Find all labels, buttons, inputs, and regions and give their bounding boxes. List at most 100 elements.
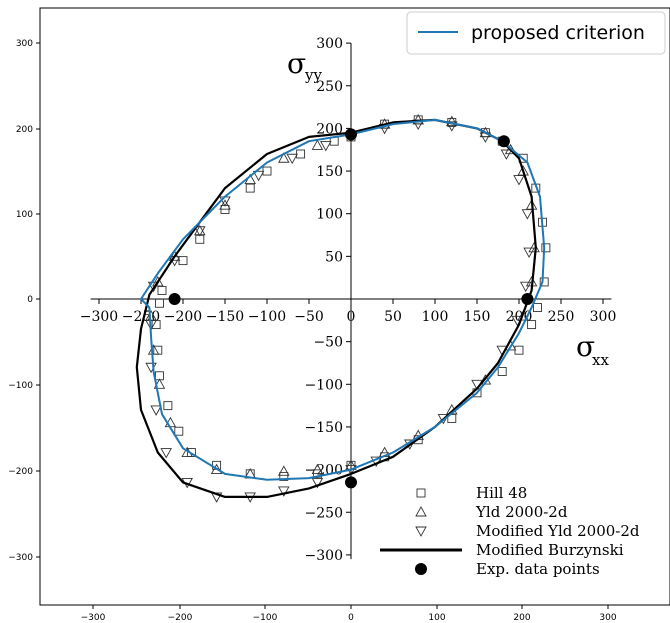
data-point (145, 362, 157, 374)
data-point (527, 320, 537, 330)
outer-y-tick-label: −200 (8, 467, 33, 477)
data-point (521, 293, 534, 305)
legend-top-box (406, 11, 666, 55)
inner-x-tick-label: −300 (80, 309, 118, 325)
data-point (500, 149, 513, 160)
data-point (320, 141, 332, 152)
data-point (153, 345, 163, 355)
y-axis-label-sub: yy (304, 66, 322, 84)
data-point (252, 170, 265, 182)
data-point (312, 469, 322, 479)
outer-y-tick-label: 0 (27, 295, 33, 305)
data-point (278, 465, 290, 476)
data-point (519, 281, 532, 293)
data-point (178, 256, 188, 266)
outer-x-tick-label: 300 (599, 613, 616, 623)
legend-marker (415, 563, 427, 575)
inner-x-tick-label: 0 (347, 309, 356, 325)
data-point (147, 281, 160, 293)
inner-y-tick-label: −250 (305, 505, 343, 521)
inner-y-tick-label: −150 (305, 420, 343, 436)
data-point (517, 310, 529, 321)
data-point (345, 476, 357, 489)
data-point (168, 250, 181, 261)
data-point (220, 204, 230, 214)
legend-proposed-label: proposed criterion (471, 22, 645, 44)
inner-y-tick-label: 150 (316, 164, 343, 180)
data-point (160, 448, 172, 459)
data-point (311, 139, 324, 150)
data-point (278, 152, 290, 163)
inner-x-tick-label: −100 (248, 309, 286, 325)
data-point (528, 241, 540, 253)
data-point (163, 401, 173, 411)
series-modified-burzynski-line (135, 118, 537, 498)
data-point (521, 209, 534, 220)
inner-axes: −300 −250 −200 −150 −100 −50 0 50 100 150 200 250 30… (80, 36, 617, 564)
data-point (345, 128, 357, 141)
x-axis-label-sub: xx (592, 351, 609, 369)
legend-label: Modified Burzynski (476, 541, 624, 559)
legend-label: Yld 2000-2d (475, 503, 568, 521)
legend-marker (416, 488, 426, 498)
data-point (286, 153, 298, 165)
data-point (497, 135, 510, 148)
legend-marker (415, 526, 427, 537)
outer-x-tick-label: 0 (348, 613, 354, 623)
data-point (194, 226, 206, 237)
y-axis-label: σ (287, 47, 306, 80)
outer-y-tick-label: 300 (16, 39, 33, 49)
outer-ticks: −300 −200 −100 0 100 200 300 300 200 100 0 −100 −200… (8, 39, 617, 623)
data-point (262, 166, 272, 176)
outer-x-tick-label: 200 (513, 613, 530, 623)
data-point (533, 303, 542, 312)
data-point (480, 128, 490, 138)
legend-marker (415, 506, 427, 517)
data-point (513, 175, 525, 186)
outer-x-tick-label: 100 (428, 613, 445, 623)
data-point (186, 448, 196, 457)
data-point (523, 247, 535, 259)
inner-y-tick-label: −200 (305, 463, 343, 479)
data-point (278, 486, 290, 497)
inner-x-tick-label: −200 (164, 309, 202, 325)
outer-axes-frame (39, 7, 670, 606)
legend-label: Exp. data points (476, 560, 600, 578)
legend-label: Hill 48 (476, 484, 527, 502)
data-point (497, 367, 507, 376)
inner-y-tick-label: 300 (316, 36, 343, 52)
data-point (311, 463, 324, 475)
outer-y-tick-label: 200 (16, 125, 33, 135)
data-point (541, 243, 551, 253)
data-point (245, 183, 255, 193)
inner-x-tick-label: −50 (294, 309, 324, 325)
inner-y-tick-label: 50 (325, 249, 343, 265)
data-point (174, 426, 184, 436)
inner-y-tick-label: 250 (316, 79, 343, 95)
inner-x-tick-label: 50 (384, 309, 402, 325)
data-point (157, 286, 167, 295)
data-point (152, 276, 164, 287)
outer-y-tick-label: −100 (8, 381, 33, 391)
series-layer (135, 113, 551, 503)
inner-x-tick-label: 100 (422, 309, 449, 325)
data-point (517, 165, 529, 176)
outer-x-tick-label: −300 (81, 613, 106, 623)
data-point (539, 277, 549, 287)
outer-x-tick-label: −200 (168, 613, 193, 623)
x-axis-label: σ (576, 330, 595, 363)
inner-x-tick-label: 250 (548, 309, 575, 325)
data-point (195, 234, 205, 244)
outer-x-tick-label: −100 (253, 613, 278, 623)
legend-top: proposed criterion (406, 11, 666, 55)
series-proposed-criterion-line (140, 118, 546, 481)
inner-x-tick-label: −150 (206, 309, 244, 325)
data-point (155, 371, 164, 381)
data-point (168, 293, 181, 305)
data-point (514, 345, 524, 355)
data-point (155, 298, 164, 308)
data-point (279, 471, 289, 481)
outer-y-tick-label: 100 (16, 210, 33, 220)
